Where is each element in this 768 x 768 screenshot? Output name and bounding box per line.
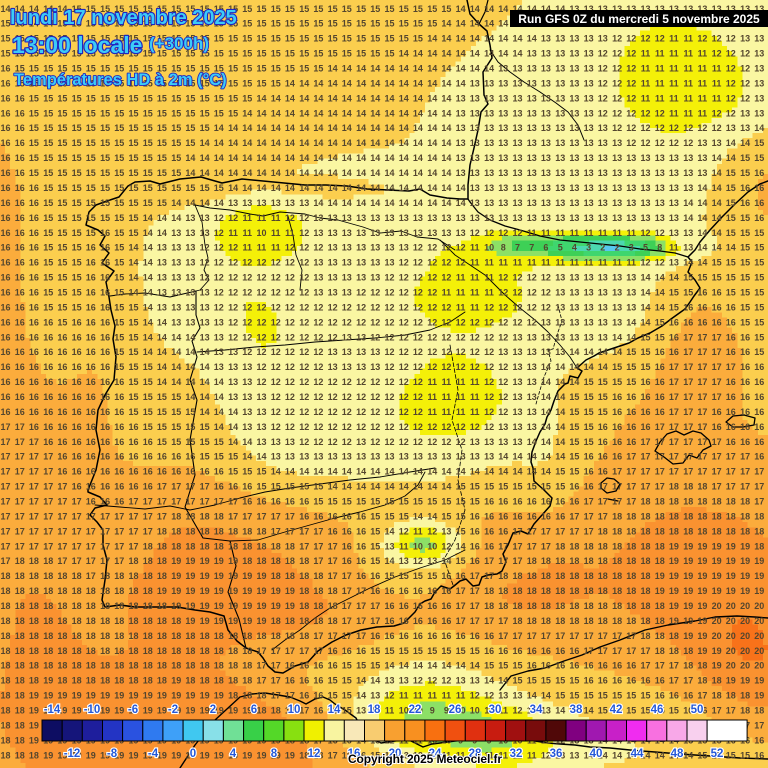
svg-text:30: 30: [489, 704, 502, 716]
svg-text:2: 2: [210, 704, 216, 716]
svg-text:36: 36: [550, 748, 563, 760]
svg-text:14: 14: [328, 704, 341, 716]
svg-text:12: 12: [308, 748, 321, 760]
svg-text:13:00 locale: 13:00 locale: [12, 32, 142, 58]
svg-text:0: 0: [190, 748, 196, 760]
svg-text:46: 46: [651, 704, 664, 716]
svg-text:28: 28: [469, 748, 482, 760]
svg-text:50: 50: [691, 704, 704, 716]
svg-text:-6: -6: [128, 704, 138, 716]
svg-text:(+300h): (+300h): [149, 34, 209, 53]
svg-text:40: 40: [590, 748, 603, 760]
svg-text:Températures HD à 2m (°C): Températures HD à 2m (°C): [14, 71, 227, 89]
svg-text:44: 44: [631, 748, 644, 760]
svg-text:24: 24: [429, 748, 442, 760]
svg-text:26: 26: [449, 704, 462, 716]
svg-text:-10: -10: [84, 704, 101, 716]
svg-text:lundi 17 novembre 2025: lundi 17 novembre 2025: [10, 7, 237, 29]
svg-text:-4: -4: [148, 748, 159, 760]
svg-text:18: 18: [368, 704, 381, 716]
svg-text:38: 38: [570, 704, 583, 716]
svg-text:6: 6: [251, 704, 257, 716]
svg-text:34: 34: [530, 704, 543, 716]
svg-text:32: 32: [510, 748, 523, 760]
svg-text:-14: -14: [44, 704, 61, 716]
svg-text:52: 52: [711, 748, 724, 760]
svg-text:Run GFS 0Z du mercredi 5 novem: Run GFS 0Z du mercredi 5 novembre 2025: [518, 12, 760, 26]
svg-text:8: 8: [271, 748, 278, 760]
svg-text:-12: -12: [64, 748, 81, 760]
svg-text:-8: -8: [107, 748, 118, 760]
svg-text:4: 4: [230, 748, 237, 760]
svg-text:-2: -2: [168, 704, 178, 716]
svg-text:10: 10: [288, 704, 301, 716]
svg-text:22: 22: [409, 704, 422, 716]
svg-text:42: 42: [610, 704, 623, 716]
svg-text:48: 48: [671, 748, 684, 760]
svg-text:20: 20: [389, 748, 402, 760]
svg-text:Copyright 2025 Meteociel.fr: Copyright 2025 Meteociel.fr: [348, 752, 502, 766]
svg-text:16: 16: [348, 748, 361, 760]
